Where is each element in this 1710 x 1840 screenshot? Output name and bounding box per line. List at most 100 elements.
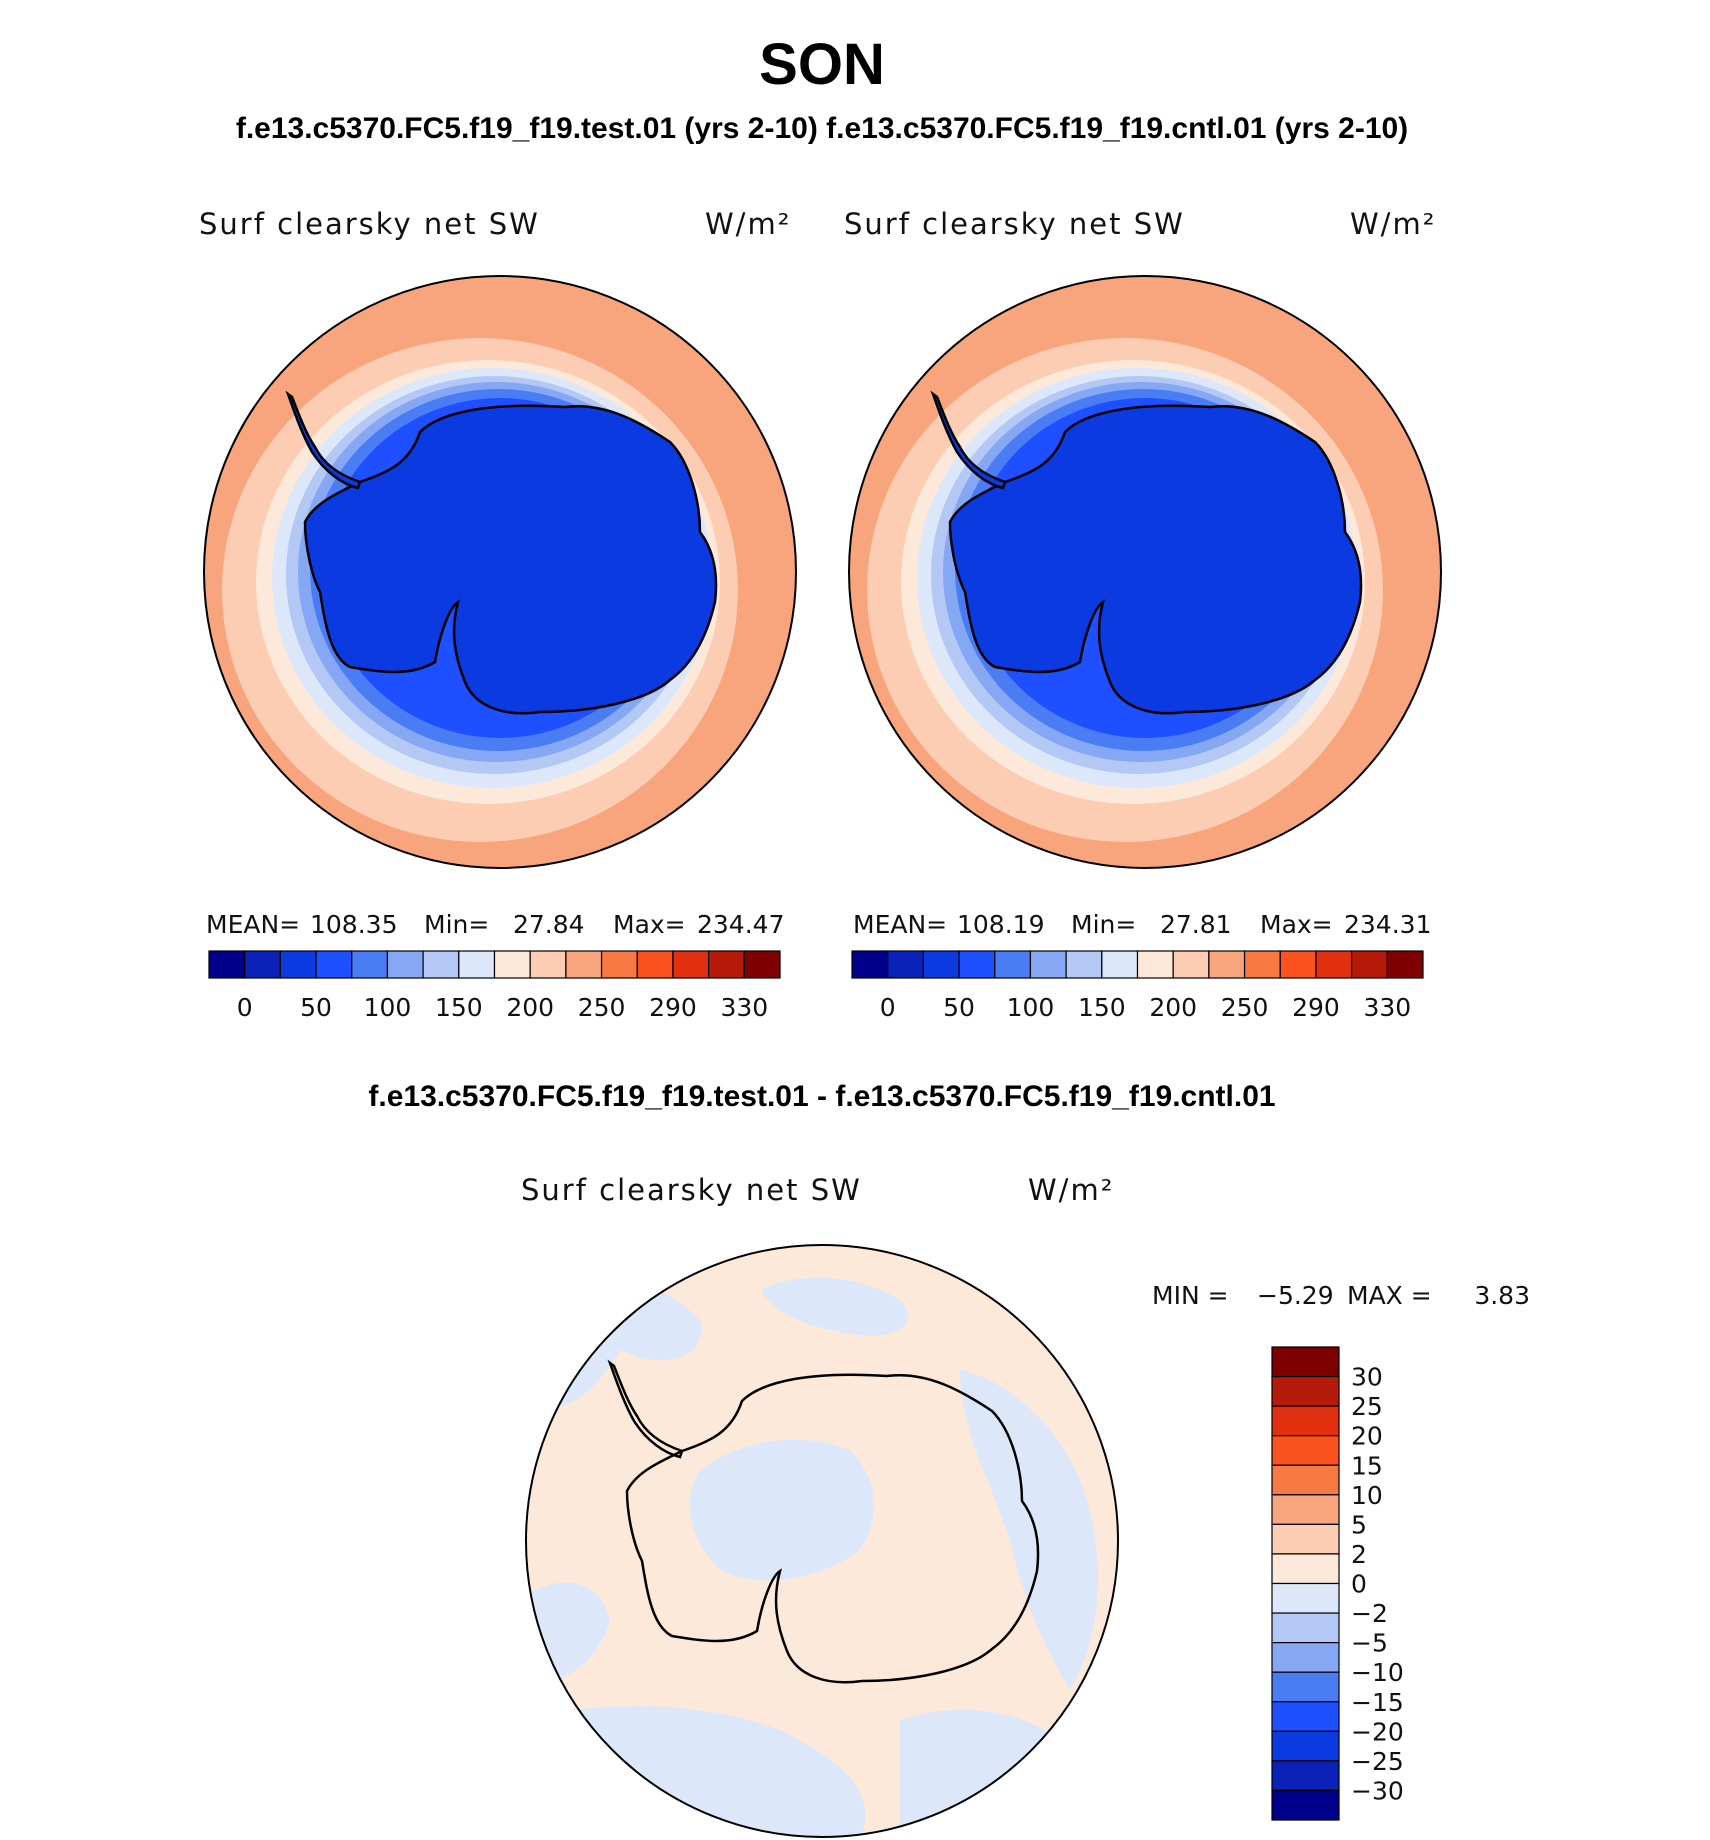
panel-control-min: 27.81 xyxy=(1160,910,1232,939)
panel-difference-colorbar-tick-label: −30 xyxy=(1351,1776,1404,1805)
diff-title: f.e13.c5370.FC5.f19_f19.test.01 - f.e13.… xyxy=(368,1080,1275,1113)
panel-test-colorbar-swatch xyxy=(636,950,674,979)
panel-test-colorbar-swatch xyxy=(386,950,424,979)
season-title: SON xyxy=(759,32,885,97)
panel-difference-colorbar-swatch xyxy=(1271,1701,1340,1732)
panel-control-colorbar: 0 50 100 150 200 250 290 330 xyxy=(851,950,1424,1022)
panel-test-colorbar: 0 50 100 150 200 250 290 330 xyxy=(208,950,781,1022)
panel-test-colorbar-tick-label: 0 xyxy=(237,993,253,1022)
panel-test-map xyxy=(204,276,796,868)
panel-difference-colorbar-swatch xyxy=(1271,1375,1340,1407)
panel-difference-colorbar-swatch xyxy=(1271,1464,1340,1496)
panel-test-colorbar-tick-label: 50 xyxy=(300,993,332,1022)
panel-test-colorbar-swatch xyxy=(351,950,389,979)
panel-control-variable: Surf clearsky net SW xyxy=(844,207,1185,241)
panel-difference-min-label: MIN = xyxy=(1152,1281,1229,1310)
panel-control-colorbar-tick-label: 330 xyxy=(1363,993,1411,1022)
panel-difference-colorbar-swatch xyxy=(1271,1405,1340,1437)
panel-control-colorbar-swatch xyxy=(1279,950,1317,979)
panel-test-colorbar-swatch xyxy=(493,950,531,979)
panel-control-map-border xyxy=(848,275,1442,869)
panel-difference-colorbar-tick-label: −15 xyxy=(1351,1688,1404,1717)
panel-control-colorbar-swatch xyxy=(1136,950,1174,979)
panel-difference-colorbar-tick-label: 30 xyxy=(1351,1363,1383,1392)
panel-control-colorbar-swatch xyxy=(1029,950,1067,979)
panel-test-units: W/m² xyxy=(705,207,791,241)
panel-control-colorbar-swatch xyxy=(958,950,996,979)
panel-difference-colorbar-swatch xyxy=(1271,1671,1340,1703)
panel-difference-min: −5.29 xyxy=(1257,1281,1334,1310)
panel-control-colorbar-swatch xyxy=(1351,950,1388,979)
panel-difference-colorbar-tick-label: 20 xyxy=(1351,1422,1383,1451)
panel-difference-colorbar-tick-label: 0 xyxy=(1351,1570,1367,1599)
panel-control-colorbar-tick-label: 250 xyxy=(1221,993,1269,1022)
panel-control-colorbar-tick-label: 0 xyxy=(880,993,896,1022)
panel-difference-colorbar-swatch xyxy=(1271,1612,1340,1644)
panel-control-colorbar-swatch xyxy=(922,950,960,979)
panel-control-colorbar-tick-label: 150 xyxy=(1078,993,1126,1022)
panel-test: Surf clearsky net SW W/m² MEAN= 108.35 M… xyxy=(199,207,797,1022)
panel-difference-colorbar-swatch xyxy=(1271,1730,1340,1762)
panel-test-colorbar-tick-label: 100 xyxy=(364,993,412,1022)
panel-difference-colorbar-tick-label: 10 xyxy=(1351,1481,1383,1510)
panel-difference: Surf clearsky net SW W/m² MIN = −5.29 MA… xyxy=(521,1173,1530,1838)
panel-test-colorbar-swatch xyxy=(208,950,246,979)
panel-control-colorbar-swatch xyxy=(1315,950,1353,979)
panel-test-colorbar-swatch xyxy=(279,950,317,979)
panel-control-colorbar-swatch xyxy=(1065,950,1103,979)
panel-difference-colorbar-tick-label: 5 xyxy=(1351,1510,1367,1539)
panel-difference-max-label: MAX = xyxy=(1347,1281,1432,1310)
panel-test-colorbar-tick-label: 290 xyxy=(649,993,697,1022)
panel-control-colorbar-swatch xyxy=(994,950,1032,979)
panel-test-mean-label: MEAN= xyxy=(206,910,300,939)
panel-test-min-label: Min= xyxy=(424,910,489,939)
panel-control-max: 234.31 xyxy=(1344,910,1431,939)
panel-control-colorbar-swatch xyxy=(1172,950,1210,979)
panel-difference-colorbar-swatch xyxy=(1271,1760,1340,1792)
panel-control-colorbar-tick-label: 200 xyxy=(1149,993,1197,1022)
panel-test-colorbar-swatch xyxy=(743,950,781,979)
panel-control-max-label: Max= xyxy=(1260,910,1333,939)
panel-difference-colorbar-tick-label: −10 xyxy=(1351,1658,1404,1687)
panel-test-colorbar-swatch xyxy=(672,950,710,979)
panel-test-colorbar-tick-label: 330 xyxy=(720,993,768,1022)
panel-test-map-border xyxy=(203,275,797,869)
run-titles: f.e13.c5370.FC5.f19_f19.test.01 (yrs 2-1… xyxy=(236,112,1408,145)
panel-control: Surf clearsky net SW W/m² MEAN= 108.19 M… xyxy=(844,207,1442,1022)
panel-test-colorbar-swatch xyxy=(529,950,567,979)
panel-control-colorbar-swatch xyxy=(1243,950,1281,979)
panel-control-colorbar-tick-label: 50 xyxy=(943,993,975,1022)
panel-difference-colorbar-tick-label: 2 xyxy=(1351,1540,1367,1569)
panel-test-colorbar-swatch xyxy=(708,950,745,979)
panel-test-colorbar-swatch xyxy=(565,950,603,979)
panel-control-colorbar-swatch xyxy=(887,950,924,979)
panel-test-stats: MEAN= 108.35 Min= 27.84 Max= 234.47 xyxy=(206,910,784,939)
panel-test-mean: 108.35 xyxy=(310,910,397,939)
panel-control-stats: MEAN= 108.19 Min= 27.81 Max= 234.31 xyxy=(853,910,1431,939)
panel-control-min-label: Min= xyxy=(1071,910,1136,939)
panel-test-colorbar-swatch xyxy=(315,950,353,979)
panel-test-colorbar-swatch xyxy=(422,950,460,979)
panel-control-colorbar-tick-label: 290 xyxy=(1292,993,1340,1022)
panel-difference-colorbar-tick-label: 15 xyxy=(1351,1451,1383,1480)
panel-difference-variable: Surf clearsky net SW xyxy=(521,1173,862,1207)
panel-control-colorbar-swatch xyxy=(1208,950,1246,979)
panel-difference-map-border xyxy=(525,1244,1119,1838)
panel-difference-colorbar-swatch xyxy=(1271,1435,1340,1466)
panel-control-colorbar-swatch xyxy=(851,950,889,979)
panel-difference-colorbar-swatch xyxy=(1271,1582,1340,1614)
panel-test-colorbar-tick-label: 150 xyxy=(435,993,483,1022)
panel-test-max-label: Max= xyxy=(613,910,686,939)
panel-difference-colorbar-tick-label: −2 xyxy=(1351,1599,1388,1628)
panel-difference-stats: MIN = −5.29 MAX = 3.83 xyxy=(1152,1281,1530,1310)
panel-test-colorbar-tick-label: 200 xyxy=(506,993,554,1022)
panel-test-colorbar-swatch xyxy=(458,950,496,979)
panel-difference-max: 3.83 xyxy=(1474,1281,1530,1310)
panel-control-mean-label: MEAN= xyxy=(853,910,947,939)
panel-control-map xyxy=(849,276,1441,868)
panel-difference-colorbar-swatch xyxy=(1271,1346,1340,1378)
panel-difference-colorbar-swatch xyxy=(1271,1553,1340,1585)
panel-difference-colorbar-swatch xyxy=(1271,1642,1340,1673)
panel-control-units: W/m² xyxy=(1350,207,1436,241)
